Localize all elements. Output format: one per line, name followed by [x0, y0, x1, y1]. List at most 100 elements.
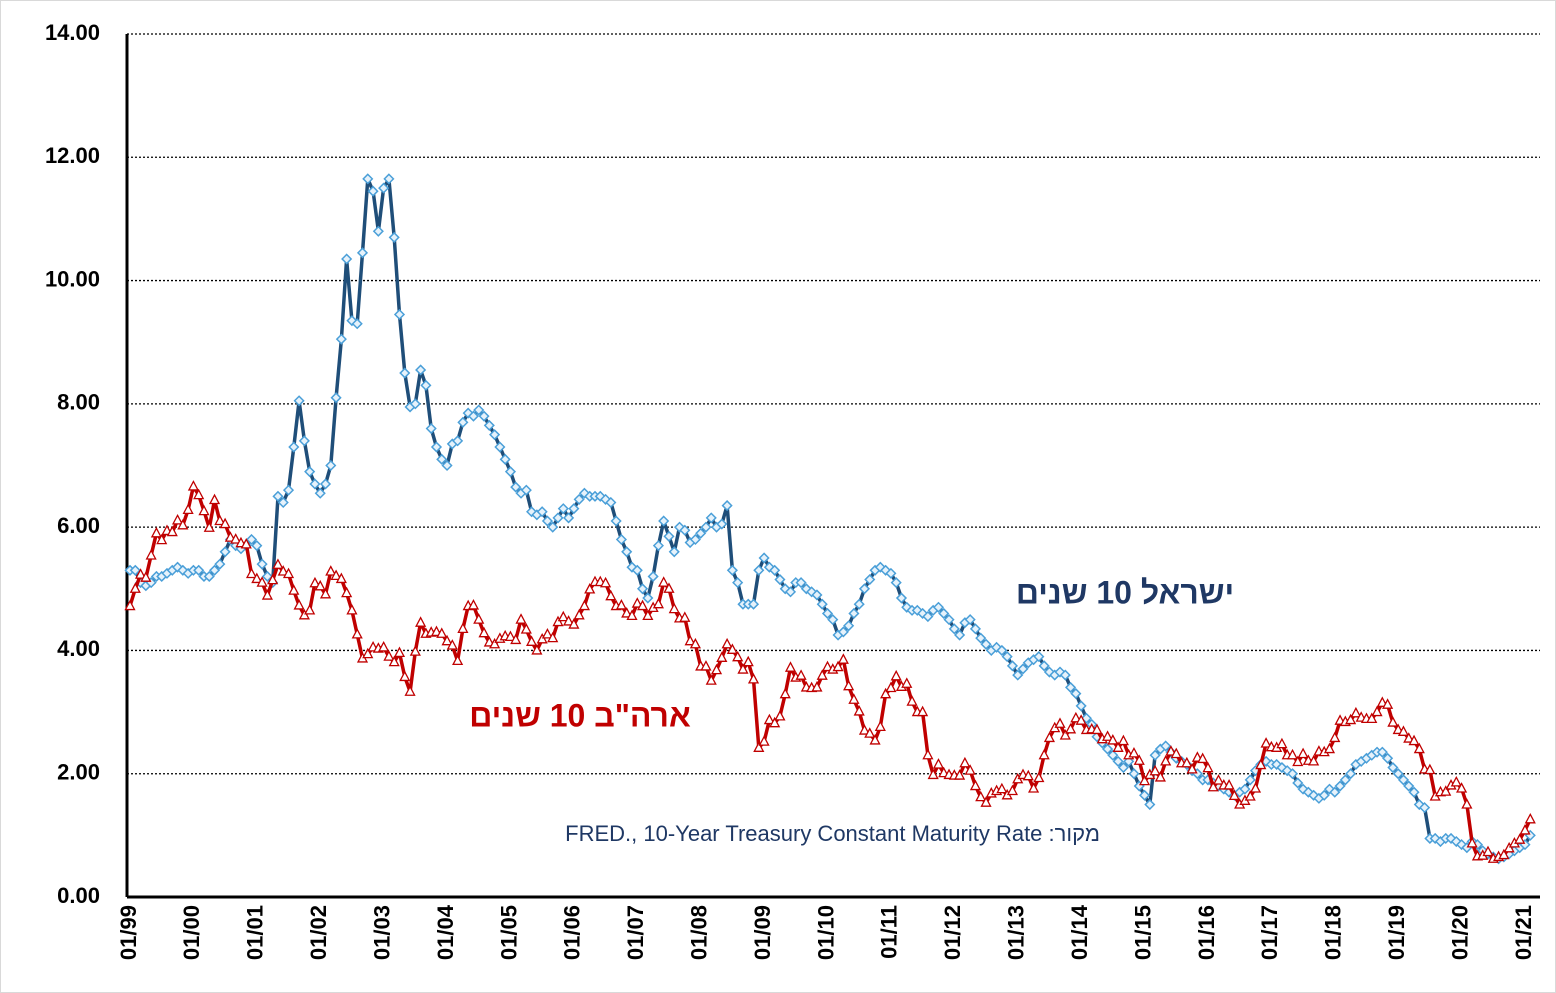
x-tick-label: 01/00	[179, 905, 204, 960]
point	[716, 651, 728, 662]
point	[753, 741, 765, 752]
point	[605, 496, 617, 509]
point	[710, 663, 723, 675]
point	[737, 663, 749, 674]
y-tick-label: 2.00	[57, 760, 100, 785]
point	[362, 647, 374, 659]
point	[219, 546, 231, 558]
point	[415, 616, 427, 627]
point	[695, 527, 707, 539]
point	[922, 748, 934, 760]
point	[1271, 758, 1283, 771]
point	[689, 637, 701, 649]
point	[245, 567, 258, 579]
point	[383, 650, 395, 661]
point	[663, 582, 675, 593]
point	[446, 639, 458, 650]
x-tick-label: 01/15	[1130, 905, 1155, 960]
point	[784, 586, 797, 598]
point	[832, 660, 844, 672]
point	[763, 713, 775, 725]
x-tick-label: 01/03	[369, 905, 394, 960]
point	[652, 540, 664, 552]
x-tick-label: 01/10	[813, 905, 838, 960]
point	[1524, 812, 1536, 824]
point	[1403, 732, 1415, 743]
point	[1387, 716, 1399, 727]
point	[1297, 747, 1309, 759]
point	[869, 734, 881, 745]
point	[584, 583, 596, 594]
point	[171, 561, 184, 573]
point	[541, 628, 554, 639]
point	[573, 608, 585, 620]
point	[885, 681, 897, 693]
point	[1408, 786, 1420, 798]
point	[1260, 737, 1272, 748]
point	[1001, 651, 1013, 663]
point	[319, 587, 332, 599]
point	[668, 546, 680, 558]
point	[1382, 752, 1394, 764]
point	[420, 379, 432, 391]
point	[1382, 698, 1394, 709]
point	[1075, 714, 1087, 725]
point	[378, 640, 390, 652]
point	[1308, 789, 1320, 801]
point	[753, 564, 765, 576]
point	[208, 493, 221, 505]
point	[563, 512, 575, 524]
point	[140, 571, 152, 582]
point	[816, 598, 828, 610]
point	[568, 618, 580, 629]
point	[615, 533, 627, 546]
point	[1202, 761, 1214, 773]
point	[177, 518, 189, 530]
point	[1149, 749, 1161, 761]
point	[1128, 746, 1140, 758]
point	[853, 598, 865, 610]
point	[954, 769, 966, 780]
point	[721, 637, 733, 649]
point	[658, 576, 670, 587]
point	[605, 589, 617, 601]
point	[885, 567, 897, 579]
point	[1059, 669, 1071, 681]
point	[573, 493, 585, 505]
point	[1128, 768, 1140, 780]
point	[145, 549, 157, 560]
point	[880, 564, 892, 576]
point	[557, 503, 569, 515]
point	[1482, 845, 1494, 857]
point	[853, 705, 865, 716]
point	[679, 524, 691, 536]
point	[890, 577, 902, 589]
point	[293, 395, 305, 407]
point	[267, 573, 279, 585]
y-tick-label: 12.00	[45, 143, 100, 168]
point	[932, 758, 945, 769]
point	[742, 655, 754, 667]
point	[1255, 758, 1267, 770]
point	[621, 546, 633, 558]
point	[288, 441, 300, 453]
point	[325, 459, 337, 472]
point	[256, 558, 268, 570]
point	[1503, 841, 1515, 853]
point	[351, 628, 363, 639]
point	[1413, 798, 1425, 811]
point	[901, 677, 913, 688]
point	[758, 552, 770, 564]
point	[1403, 780, 1415, 792]
point	[864, 573, 876, 586]
point	[774, 709, 786, 721]
point	[219, 517, 231, 529]
point	[309, 478, 321, 490]
point	[1207, 780, 1219, 792]
point	[1107, 734, 1119, 745]
series-label: ישראל 10 שנים	[1016, 574, 1234, 610]
point	[552, 512, 564, 524]
point	[171, 513, 184, 525]
